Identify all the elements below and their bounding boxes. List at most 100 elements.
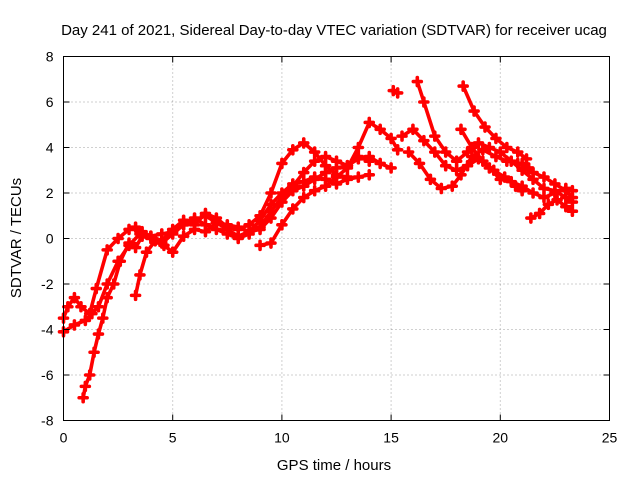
x-tick-label: 10 — [274, 430, 290, 446]
data-point — [287, 184, 299, 197]
chart-title: Day 241 of 2021, Sidereal Day-to-day VTE… — [61, 22, 607, 39]
data-point — [363, 155, 376, 167]
data-point — [477, 155, 489, 167]
data-point — [308, 184, 321, 197]
data-point — [77, 391, 89, 404]
data-point — [136, 230, 148, 243]
data-point — [188, 212, 201, 224]
data-point — [221, 223, 234, 236]
data-point — [455, 169, 467, 181]
data-point — [177, 230, 190, 243]
x-tick-label: 0 — [60, 430, 68, 446]
data-point — [466, 150, 478, 163]
data-point — [129, 241, 142, 254]
data-point — [428, 146, 441, 158]
data-point — [391, 143, 404, 156]
data-point — [140, 246, 153, 258]
data-point — [455, 123, 467, 136]
data-point — [468, 105, 480, 117]
data-point — [330, 162, 343, 174]
data-point — [68, 319, 81, 331]
data-point — [413, 157, 426, 170]
data-point — [210, 216, 223, 229]
data-point — [90, 282, 103, 295]
data-point — [428, 130, 441, 142]
data-point — [538, 171, 550, 183]
data-point — [297, 191, 310, 204]
data-point — [129, 289, 142, 302]
x-tick-labels: 0 5 10 15 20 25 — [60, 430, 618, 446]
data-point — [158, 239, 170, 252]
data-point — [75, 300, 87, 313]
data-point — [297, 166, 310, 179]
data-point — [396, 130, 408, 142]
series-trace-11 — [455, 123, 528, 197]
data-point — [538, 182, 550, 195]
data-point — [487, 164, 500, 177]
data-point — [374, 123, 386, 136]
data-point — [560, 184, 572, 197]
data-point — [177, 219, 190, 231]
data-point — [319, 150, 332, 163]
data-point — [418, 134, 430, 147]
data-point — [516, 157, 528, 170]
data-point — [424, 173, 437, 186]
x-tick-label: 5 — [169, 430, 177, 446]
data-point — [411, 75, 424, 88]
series-line — [61, 141, 350, 334]
data-point — [254, 239, 266, 252]
y-axis-label: SDTVAR / TECUs — [8, 178, 25, 298]
data-point — [542, 198, 555, 211]
data-point — [341, 162, 354, 174]
data-point — [92, 300, 105, 313]
data-point — [418, 96, 430, 108]
data-point — [363, 169, 376, 181]
y-tick-label: 8 — [46, 49, 54, 65]
series-layer — [57, 75, 579, 404]
data-point — [276, 219, 288, 231]
data-point — [490, 150, 502, 163]
series-trace-10 — [457, 80, 533, 165]
data-point — [297, 180, 310, 192]
data-point — [385, 162, 397, 174]
data-point — [538, 191, 550, 204]
data-point — [551, 194, 563, 206]
data-point — [439, 159, 452, 172]
data-point — [446, 180, 459, 192]
data-point — [129, 221, 142, 233]
data-point — [498, 171, 511, 183]
ticks — [63, 56, 610, 421]
y-tick-label: -6 — [41, 367, 54, 383]
data-point — [402, 146, 415, 158]
x-tick-label: 25 — [602, 430, 618, 446]
data-point — [466, 141, 478, 154]
data-point — [341, 171, 354, 183]
data-point — [566, 205, 579, 217]
data-point — [566, 191, 579, 204]
data-point — [479, 121, 491, 133]
data-point — [439, 146, 452, 158]
data-point — [134, 269, 146, 281]
data-point — [166, 228, 179, 240]
series-line — [415, 79, 575, 204]
data-point — [308, 155, 321, 167]
data-point — [265, 212, 277, 224]
data-point — [407, 123, 419, 136]
data-point — [68, 291, 81, 304]
data-point — [287, 143, 299, 156]
data-point — [265, 187, 277, 199]
data-point — [391, 87, 404, 99]
data-point — [477, 143, 489, 156]
data-point — [101, 244, 113, 256]
data-point — [83, 369, 96, 381]
data-point — [549, 178, 561, 190]
data-point — [385, 132, 397, 145]
data-point — [62, 300, 74, 313]
data-point — [352, 150, 365, 163]
data-point — [450, 155, 463, 167]
data-point — [509, 180, 522, 192]
series-trace-12 — [516, 157, 579, 204]
y-tick-labels: -8 -6 -4 -2 0 2 4 6 8 — [41, 49, 54, 429]
data-point — [527, 166, 539, 179]
